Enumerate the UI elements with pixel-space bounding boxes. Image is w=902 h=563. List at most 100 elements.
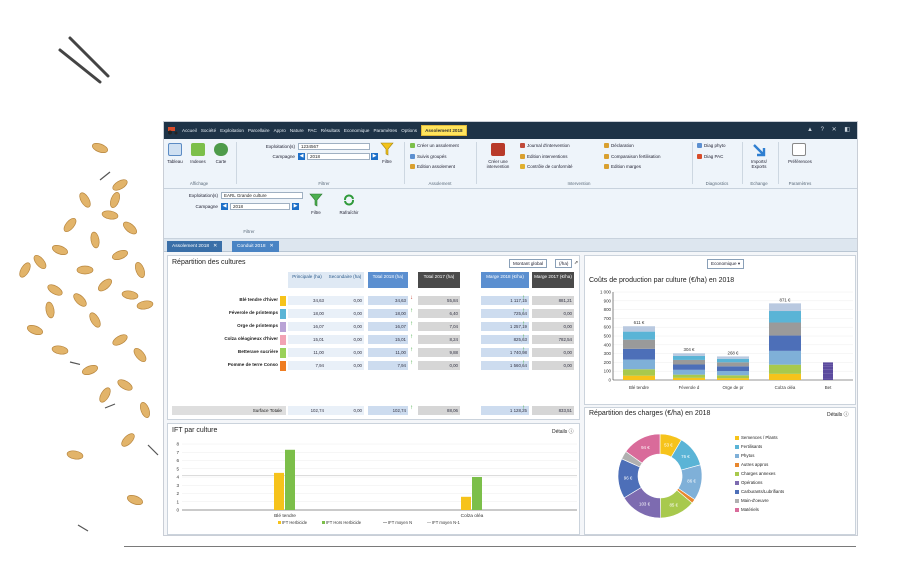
cost-bar-segment[interactable] [717,356,749,359]
carte-button[interactable]: Carte [215,159,227,164]
cost-bar-segment[interactable] [823,364,833,367]
menu-accueil[interactable]: Accueil [182,128,197,133]
ift-bar[interactable] [472,477,482,510]
menu-exploitation[interactable]: Exploitation [220,128,244,133]
controle-conformite-button[interactable]: Contrôle de conformité [520,164,573,169]
charges-details-link[interactable]: Détails ⓘ [827,412,849,418]
filter-next-button[interactable]: ▶ [292,203,299,210]
creer-assolement-button[interactable]: Créer un assolement [410,143,459,148]
next-campagne-button[interactable]: ▶ [371,153,378,160]
ift-bar[interactable] [274,472,284,510]
tab-assolement-2018[interactable]: Assolement 2018 ✕ [167,241,223,252]
cost-bar-segment[interactable] [823,378,833,380]
menu-economique[interactable]: Economique [343,128,370,133]
cost-bar-segment[interactable] [717,362,749,367]
column-header[interactable]: Total 2017 (ha) [418,272,460,288]
menu-societe[interactable]: Société [200,128,217,133]
close-icon[interactable]: ✕ [213,244,218,249]
cost-bar-segment[interactable] [623,348,655,360]
table-icon[interactable] [168,143,182,156]
import-export-icon[interactable] [752,143,766,157]
campagne-select[interactable]: 2018 [307,153,370,160]
filter-prev-button[interactable]: ◀ [221,203,228,210]
menu-options[interactable]: Options [401,128,418,133]
cost-bar-segment[interactable] [623,369,655,376]
cost-bar-segment[interactable] [623,375,655,380]
refresh-icon[interactable] [342,193,356,207]
tab-conduit-2018[interactable]: Conduit 2018 ✕ [232,241,279,252]
cost-bar-segment[interactable] [769,350,801,365]
filter-exploitation-select[interactable]: EARL Grande culture [221,192,303,199]
cost-bar-segment[interactable] [623,331,655,340]
menu-resultats[interactable]: Résultats [320,128,340,133]
cost-bar-segment[interactable] [769,322,801,336]
close-icon[interactable]: ✕ [269,244,274,249]
indexes-icon[interactable] [191,143,205,156]
cost-bar-segment[interactable] [717,371,749,376]
edition-assolement-button[interactable]: Edition assolement [410,164,455,169]
column-header[interactable]: Marge 2018 (€/ha) [481,272,529,288]
window-controls[interactable]: ▲ ? ✕ ◧ [807,127,853,133]
cost-bar-segment[interactable] [623,339,655,349]
menu-assolement-2018[interactable]: Assolement 2018 [421,125,467,136]
cost-bar-segment[interactable] [673,359,705,365]
tableau-button[interactable]: Tableau [167,159,183,164]
cost-bar-segment[interactable] [769,364,801,374]
diag-phyto-button[interactable]: Diag phyto [697,143,726,148]
cost-bar-segment[interactable] [823,373,833,377]
filter-icon[interactable] [380,142,394,156]
indexes-button[interactable]: Indexes [190,159,206,164]
filter-icon[interactable] [309,193,323,207]
declaration-button[interactable]: Déclaration [604,143,634,148]
donut-slice[interactable] [625,433,661,464]
cost-bar-segment[interactable] [673,364,705,370]
cost-bar-segment[interactable] [717,378,749,380]
cost-bar-segment[interactable] [769,335,801,351]
suivis-groupes-button[interactable]: Suivis groupés [410,154,447,159]
menu-appro[interactable]: Appro [273,128,286,133]
menu-parametres[interactable]: Paramètres [373,128,398,133]
cost-bar-segment[interactable] [823,369,833,374]
cost-bar-segment[interactable] [673,374,705,378]
rafraichir-button[interactable]: Rafraîchir [339,210,359,215]
tractor-icon[interactable] [491,143,505,156]
menu-pac[interactable]: PAC [307,128,317,133]
diag-pac-button[interactable]: Diag PAC [697,154,723,159]
cost-bar-segment[interactable] [673,353,705,356]
cost-bar-segment[interactable] [673,355,705,360]
map-icon[interactable] [214,143,228,156]
journal-intervention-button[interactable]: Journal d'intervention [520,143,570,148]
cost-bar-segment[interactable] [673,377,705,380]
column-header[interactable]: Principale (ha) [288,272,326,288]
menu-parcellaire[interactable]: Parcellaire [247,128,270,133]
cost-bar-segment[interactable] [769,373,801,380]
cost-bar-segment[interactable] [717,358,749,363]
expand-icon[interactable]: ⇗ [574,260,579,266]
cost-bar-segment[interactable] [823,376,833,379]
edition-interventions-button[interactable]: Edition interventions [520,154,568,159]
cost-bar-segment[interactable] [717,375,749,379]
exploitation-input[interactable]: 1234567 [298,143,370,150]
cost-bar-segment[interactable] [623,326,655,332]
prev-campagne-button[interactable]: ◀ [298,153,305,160]
column-header[interactable]: Marge 2017 (€/ha) [532,272,574,288]
cost-bar-segment[interactable] [673,369,705,375]
cost-bar-segment[interactable] [623,359,655,370]
comparaison-fertilisation-button[interactable]: Comparaison fertilisation [604,154,661,159]
edition-marges-button[interactable]: Edition marges [604,164,641,169]
preferences-icon[interactable] [792,143,806,156]
ift-bar[interactable] [461,496,471,510]
montant-global-button[interactable]: Montant global [509,259,548,268]
filter-campagne-select[interactable]: 2018 [230,203,290,210]
menu-nature[interactable]: Nature [289,128,304,133]
per-ha-button[interactable]: (/ha) [555,259,573,268]
cost-bar-segment[interactable] [717,366,749,372]
ift-details-link[interactable]: Détails ⓘ [552,429,574,435]
cost-bar-segment[interactable] [769,303,801,312]
economique-dropdown[interactable]: Economique ▾ [707,259,745,269]
preferences-button[interactable]: Préférences [788,159,812,164]
column-header[interactable]: Total 2018 (ha) [368,272,408,288]
creer-intervention-button[interactable]: Créer une intervention [486,159,510,169]
filter-filtre-button[interactable]: Filtre [311,210,321,215]
cost-bar-segment[interactable] [823,366,833,370]
